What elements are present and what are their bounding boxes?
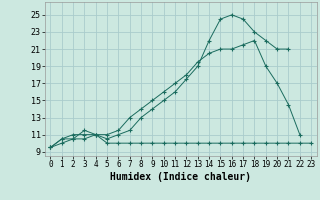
- X-axis label: Humidex (Indice chaleur): Humidex (Indice chaleur): [110, 172, 251, 182]
